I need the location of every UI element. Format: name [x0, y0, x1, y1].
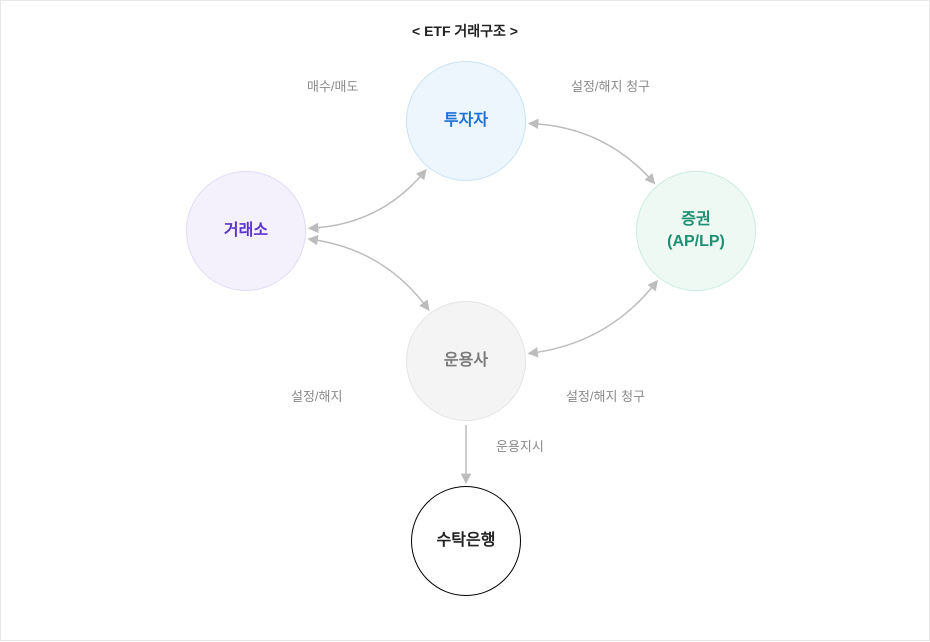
diagram-title: < ETF 거래구조 > [1, 21, 929, 41]
edge-investor-securities [530, 123, 654, 182]
edge-manager-securities [530, 281, 657, 353]
edge-label-3: 설정/해지 청구 [566, 386, 645, 405]
edge-investor-exchange [310, 170, 425, 228]
edge-label-0: 매수/매도 [307, 76, 358, 95]
edge-label-4: 운용지시 [496, 436, 544, 455]
node-exchange: 거래소 [186, 171, 306, 291]
diagram-frame: < ETF 거래구조 > 투자자 거래소 증권 (AP/LP) 운용사 수탁은행… [0, 0, 930, 641]
node-custodian: 수탁은행 [411, 486, 521, 596]
node-investor: 투자자 [406, 61, 526, 181]
edge-label-2: 설정/해지 [291, 386, 342, 405]
edge-manager-exchange [309, 239, 428, 309]
node-manager: 운용사 [406, 301, 526, 421]
edge-label-1: 설정/해지 청구 [571, 76, 650, 95]
node-securities: 증권 (AP/LP) [636, 171, 756, 291]
